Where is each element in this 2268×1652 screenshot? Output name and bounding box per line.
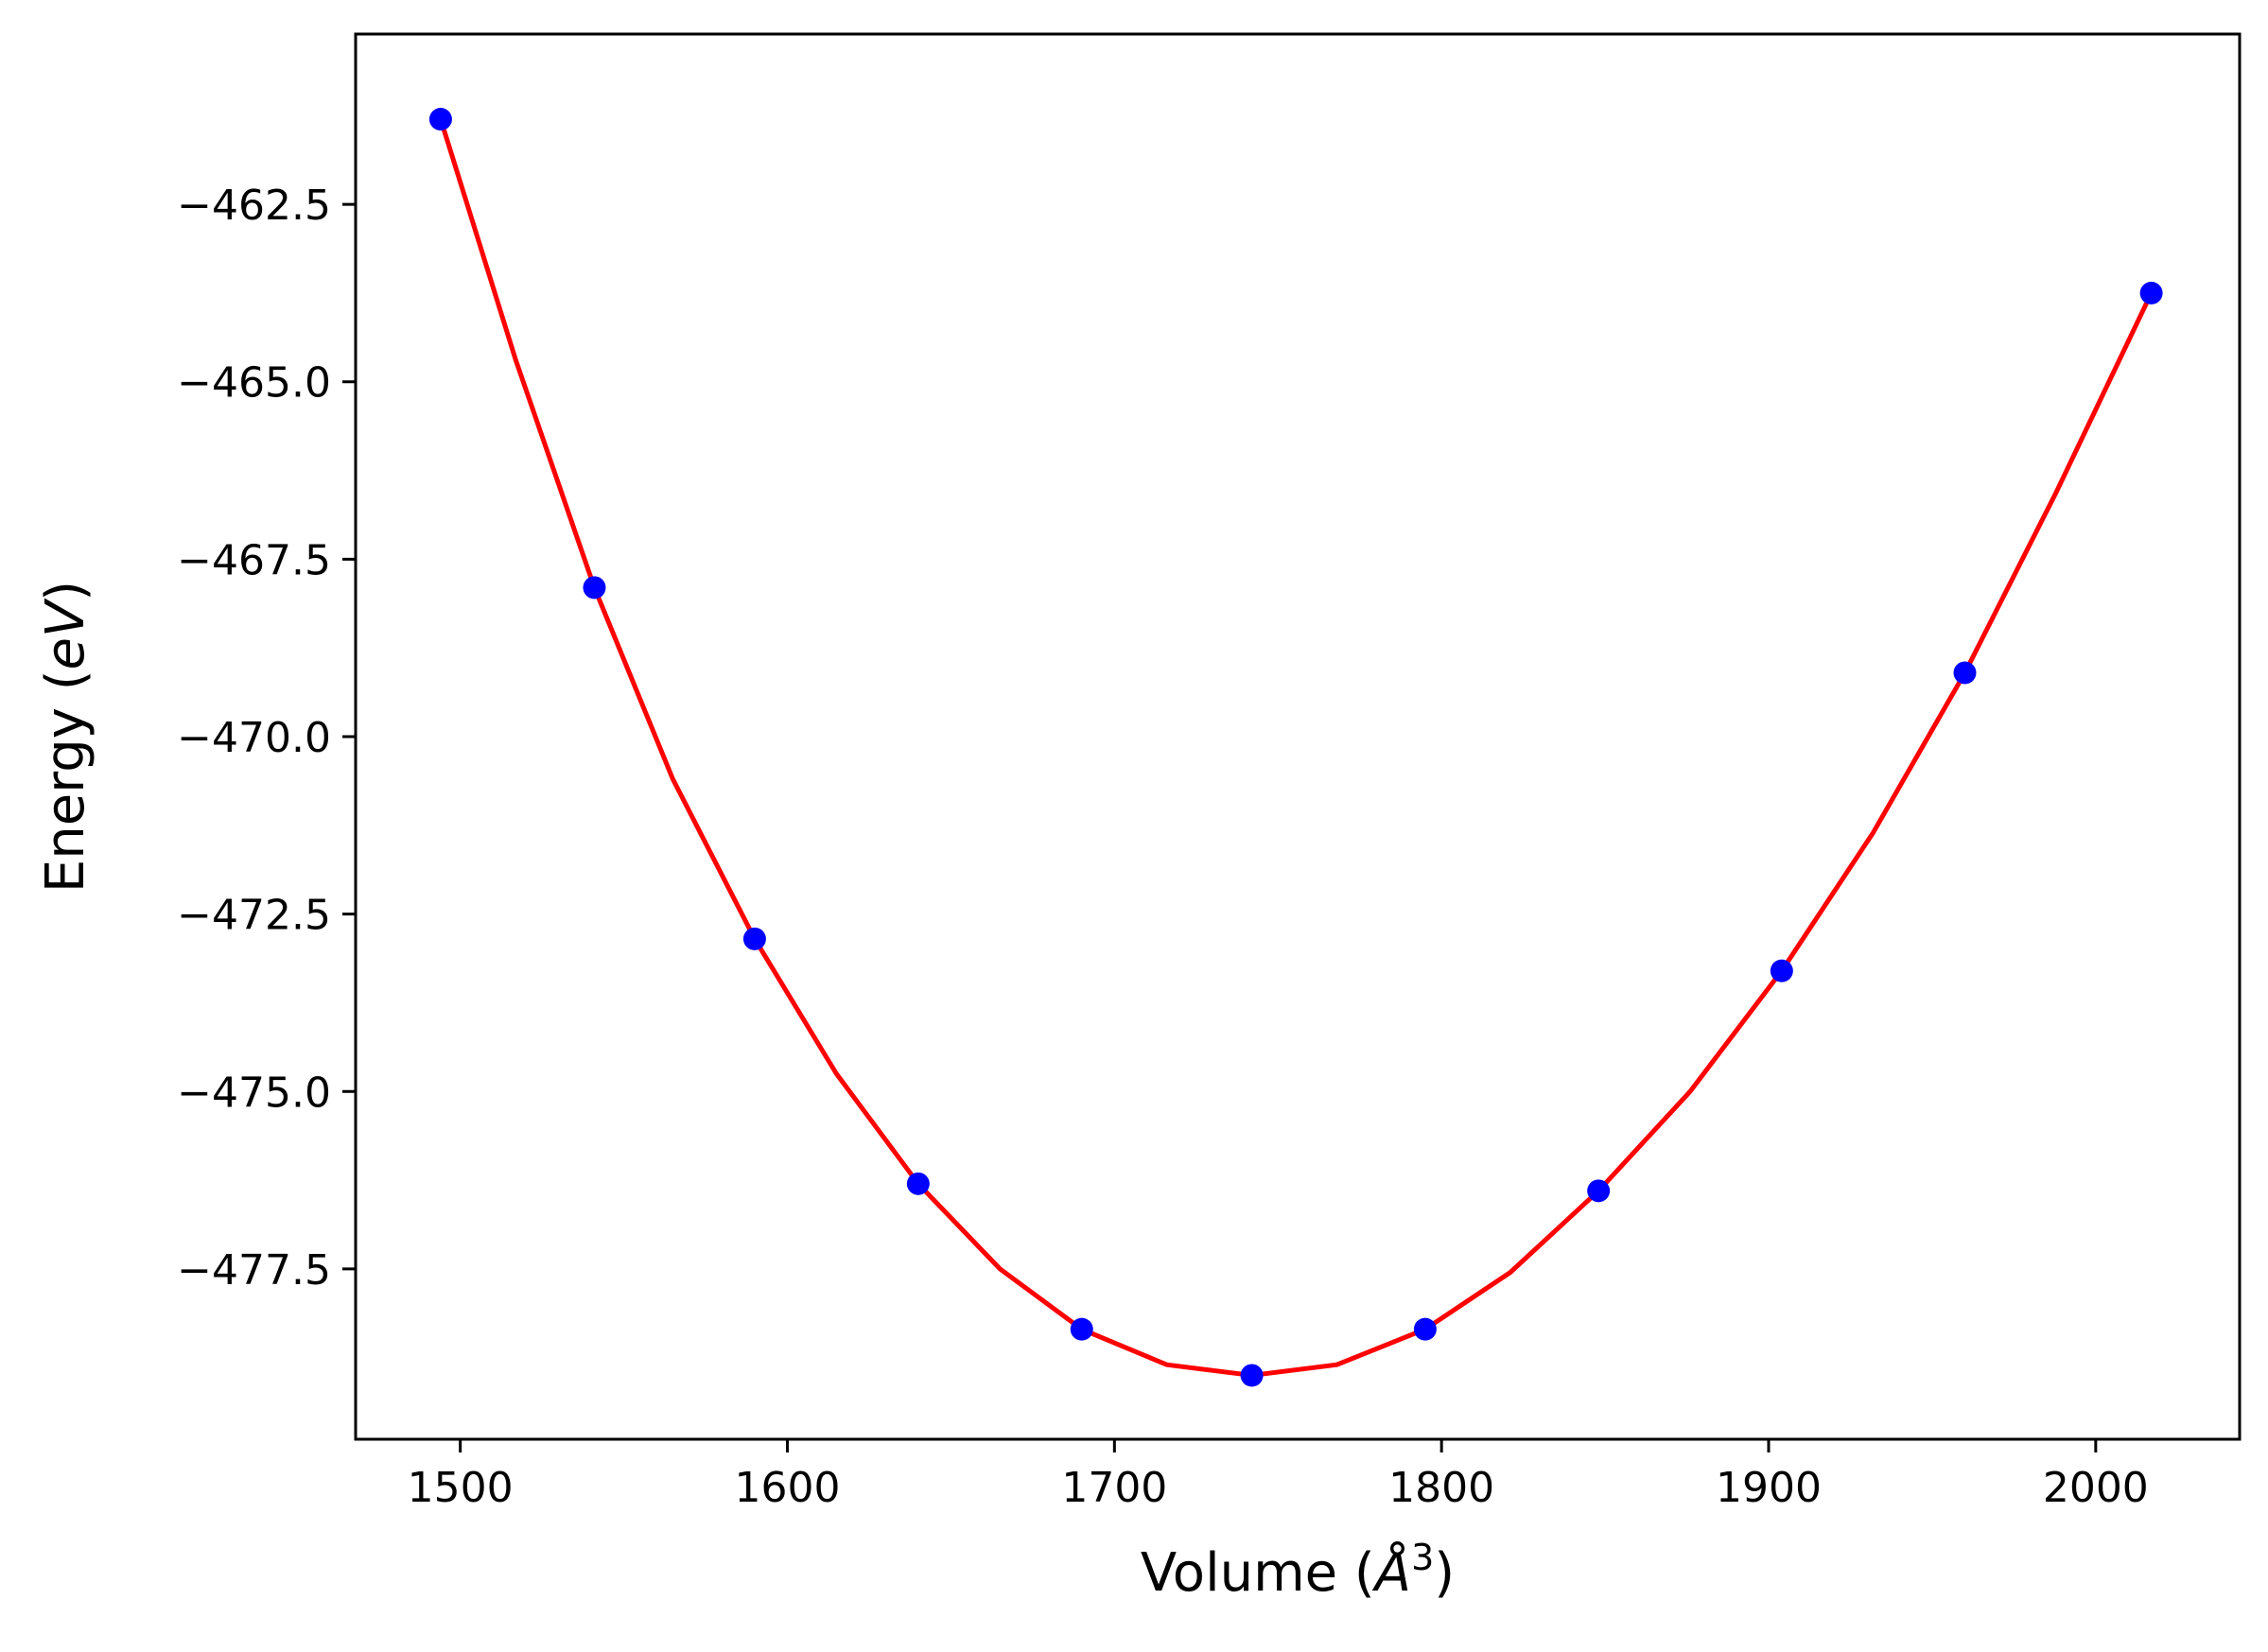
data-point	[1953, 661, 1977, 685]
y-tick-label: −472.5	[177, 892, 331, 940]
data-points-layer	[428, 108, 2163, 1387]
y-tick-label: −477.5	[177, 1246, 331, 1295]
x-axis-ticks: 1500 1600 1700 1800 1900 2000	[408, 1439, 2149, 1512]
x-axis-label-unit: Å	[1372, 1541, 1411, 1604]
data-point	[1587, 1179, 1611, 1203]
data-point	[1413, 1317, 1437, 1341]
x-tick-label: 2000	[2043, 1464, 2149, 1512]
y-tick-label: −462.5	[177, 182, 331, 230]
x-tick-label: 1500	[408, 1464, 514, 1512]
data-point	[1070, 1317, 1093, 1341]
x-axis-label-main: Volume (	[1141, 1542, 1375, 1604]
y-axis-label-close: )	[35, 581, 96, 601]
y-axis-ticks: −462.5 −465.0 −467.5 −470.0 −472.5 −475.0 −477…	[177, 182, 356, 1295]
x-axis-label-close: )	[1434, 1542, 1455, 1604]
data-point	[2139, 281, 2163, 304]
data-point	[1240, 1364, 1264, 1387]
data-point	[906, 1172, 930, 1195]
data-point	[1770, 959, 1793, 983]
x-tick-label: 1900	[1716, 1464, 1822, 1512]
y-tick-label: −475.0	[177, 1069, 331, 1117]
data-point	[583, 576, 606, 600]
y-tick-label: −470.0	[177, 714, 331, 762]
y-axis-label: Energy (eV)	[35, 581, 96, 893]
x-tick-label: 1700	[1061, 1464, 1167, 1512]
x-axis-label: Volume (Å3)	[1141, 1537, 1455, 1604]
y-tick-label: −465.0	[177, 359, 331, 408]
x-axis-label-exponent: 3	[1411, 1537, 1434, 1578]
y-axis-label-unit: eV	[35, 598, 96, 669]
data-point	[428, 108, 452, 131]
y-tick-label: −467.5	[177, 536, 331, 584]
x-tick-label: 1800	[1388, 1464, 1494, 1512]
data-point	[742, 927, 766, 950]
x-tick-label: 1600	[735, 1464, 841, 1512]
y-axis-label-main: Energy (	[35, 669, 96, 893]
